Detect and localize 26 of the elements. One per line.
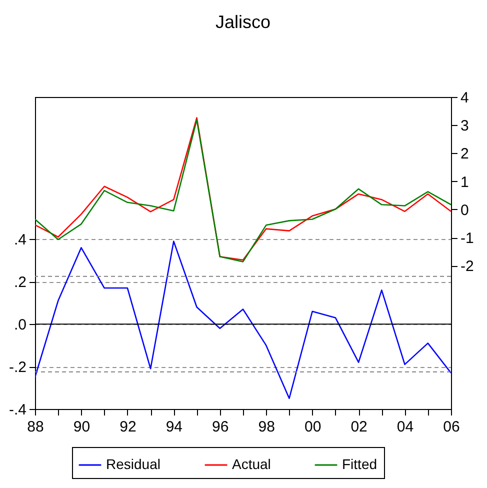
y-tick-label: -.4 bbox=[8, 402, 26, 418]
x-tick-label: 02 bbox=[350, 418, 368, 436]
legend-label: Residual bbox=[106, 456, 160, 472]
x-tick-label: 04 bbox=[396, 418, 414, 436]
y2-tick-label: 4 bbox=[460, 90, 469, 106]
x-tick-label: 92 bbox=[120, 418, 136, 436]
legend-label: Fitted bbox=[342, 456, 378, 472]
x-tick-label: 00 bbox=[304, 418, 322, 436]
x-tick-label: 94 bbox=[166, 418, 183, 436]
y-tick-label: .0 bbox=[14, 316, 26, 334]
y-tick-label: .2 bbox=[14, 274, 26, 292]
y2-tick-label: -1 bbox=[460, 230, 474, 248]
y2-tick-label: 1 bbox=[460, 174, 469, 191]
x-tick-label: 96 bbox=[212, 418, 229, 436]
y2-tick-label: 0 bbox=[460, 202, 469, 219]
x-tick-label: 98 bbox=[258, 418, 275, 436]
x-tick-label: 90 bbox=[73, 418, 90, 436]
x-tick-label: 88 bbox=[27, 418, 44, 436]
y2-tick-label: 2 bbox=[460, 146, 469, 163]
chart-title: Jalisco bbox=[215, 12, 271, 32]
x-tick-label: 06 bbox=[443, 418, 460, 436]
y-tick-label: -.2 bbox=[8, 359, 26, 376]
legend-label: Actual bbox=[232, 456, 271, 472]
y2-tick-label: -2 bbox=[460, 258, 474, 276]
y-tick-label: .4 bbox=[14, 232, 26, 249]
y2-tick-label: 3 bbox=[460, 118, 469, 135]
